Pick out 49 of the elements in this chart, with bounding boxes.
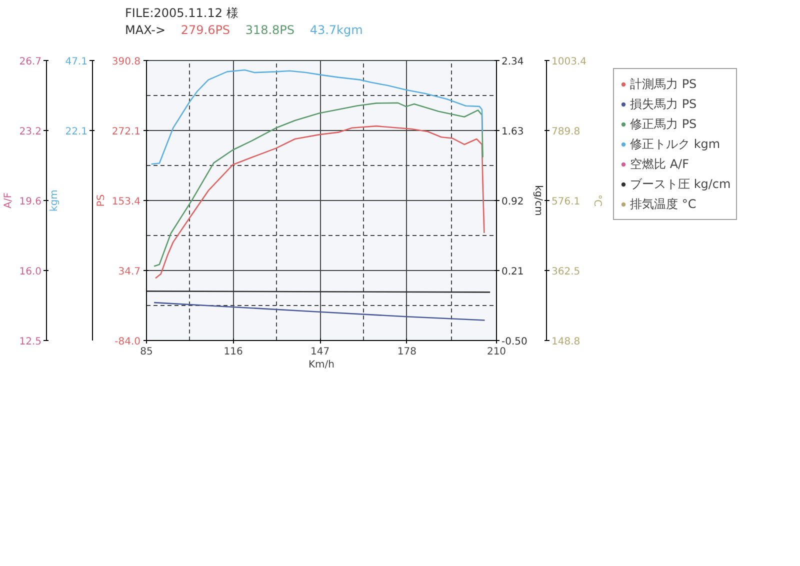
line-series [153,102,484,267]
text: 789.8 [552,126,580,138]
y3-tick-label: 1.63 [502,126,524,138]
y-tick-label: 272.1 [112,126,141,138]
y3-tick-label: -0.50 [502,336,528,348]
text: 362.5 [552,266,580,278]
legend-label: 空燃比 A/F [630,156,689,172]
y2-tick-label: 22.1 [65,126,88,138]
text: 148.8 [552,336,580,348]
text: 279.6PS [180,23,230,38]
text: 16.0 [19,266,42,278]
y3-axis-title: kg/cm [532,185,544,216]
x-tick-label: 178 [397,346,416,358]
legend-label: ブースト圧 kg/cm [630,176,731,192]
text: 26.7 [19,56,42,68]
text: °C [591,194,602,207]
legend-label: 排気温度 °C [630,196,696,212]
chart-title: FILE:2005.11.12 様 [125,5,240,22]
legend-label: 修正馬力 PS [630,116,697,132]
y-tick-label: 153.4 [112,196,141,208]
text: 576.1 [552,196,580,208]
text: 19.6 [19,196,42,208]
legend-label: 損失馬力 PS [630,96,697,112]
text: 43.7kgm [310,23,363,38]
text: 12.5 [19,336,42,348]
y-axis-title: PS [96,194,107,207]
y-tick-label: -84.0 [114,336,140,348]
line-series [150,69,484,165]
text: 1003.4 [552,56,586,68]
text: A/F [3,192,14,208]
y3-tick-label: 0.21 [502,266,524,278]
text: 318.8PS [245,23,295,38]
line-series [154,125,485,279]
x-tick-label: 85 [140,346,153,358]
text: 23.2 [19,126,42,138]
y2-axis-title: kgm [49,190,60,212]
line-series [153,302,486,321]
y3-tick-label: 0.92 [502,196,524,208]
y-tick-label: 390.8 [112,56,141,68]
x-tick-label: 210 [486,346,506,358]
legend-label: 修正トルク kgm [630,136,720,152]
legend-label: 計測馬力 PS [630,76,697,92]
x-tick-label: 147 [310,346,330,358]
y2-tick-label: 47.1 [65,56,88,68]
y3-tick-label: 2.34 [502,56,524,68]
x-axis-title: Km/h [308,360,335,370]
text: MAX-> [125,23,166,38]
y-tick-label: 34.7 [118,266,140,278]
x-tick-label: 116 [224,346,243,358]
